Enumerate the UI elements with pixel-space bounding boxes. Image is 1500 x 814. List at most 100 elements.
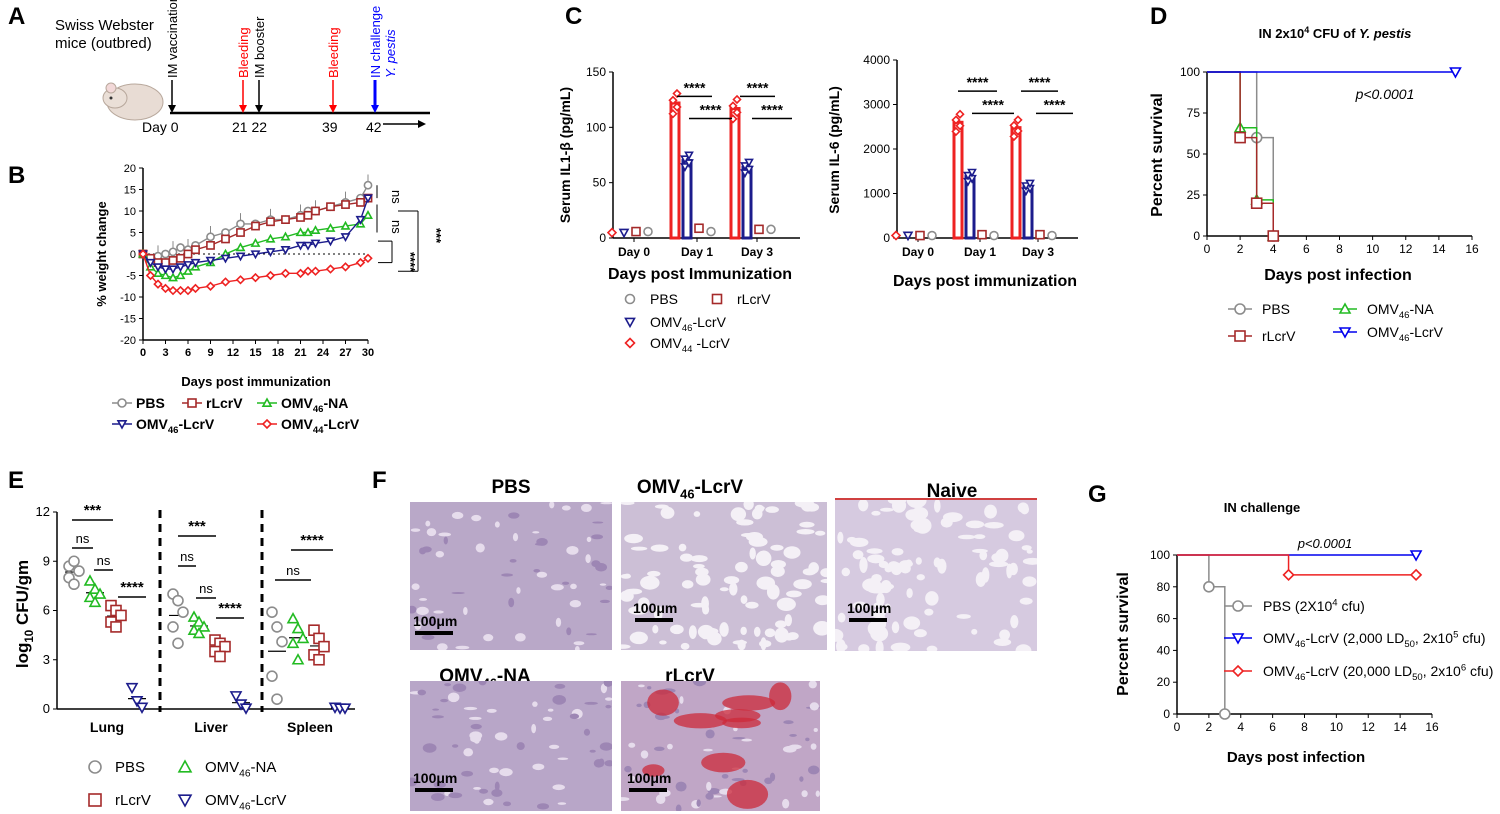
data-point: [951, 115, 961, 125]
legend-swatch-marker: [1338, 327, 1352, 339]
significance-label: ns: [389, 190, 404, 204]
tissue-cell: [494, 521, 500, 528]
data-point: [168, 256, 178, 265]
data-point: [153, 279, 163, 289]
data-point: [73, 565, 85, 577]
tissue-cell: [835, 628, 844, 642]
tissue-cell: [411, 583, 420, 591]
y-tick-label: 3000: [863, 98, 890, 112]
tissue-cell: [561, 505, 571, 511]
data-point: [325, 264, 336, 274]
data-point: [1282, 568, 1295, 582]
tissue-cell: [592, 521, 604, 524]
tissue-cell: [789, 733, 797, 737]
tissue-cell: [924, 608, 934, 616]
tissue-cell: [813, 728, 818, 732]
data-point: [643, 226, 653, 237]
tissue-cell: [605, 585, 612, 591]
tissue-cell: [417, 689, 427, 696]
data-point: [363, 253, 373, 264]
x-tick-label: Day 3: [741, 245, 773, 259]
legend-swatch-marker: [88, 793, 102, 807]
tissue-cell: [547, 708, 554, 712]
tissue-cell: [910, 519, 930, 532]
tissue-cell: [680, 642, 690, 650]
legend-swatch-marker: [177, 794, 193, 808]
data-point: [296, 631, 310, 644]
tissue-cell: [486, 708, 497, 713]
x-tick-label: 4: [1237, 720, 1244, 734]
tissue-cell: [741, 738, 753, 742]
tissue-cell: [586, 536, 592, 543]
data-point: [732, 107, 742, 118]
tissue-cell: [799, 521, 815, 528]
data-point: [766, 224, 776, 235]
x-tick-label: Day 3: [1022, 245, 1054, 259]
x-tick-label: 16: [1425, 720, 1439, 734]
tissue-cell: [621, 573, 632, 579]
tissue-cell: [740, 595, 748, 604]
panel-letter-d: D: [1150, 3, 1167, 30]
tissue-cell: [866, 548, 883, 554]
tissue-cell: [470, 735, 482, 743]
tissue-cell: [742, 768, 748, 773]
tissue-cell: [443, 536, 448, 545]
tissue-cell: [1008, 530, 1025, 542]
tissue-cell: [749, 547, 756, 560]
tissue-cell: [667, 743, 673, 750]
tissue-cell: [605, 704, 612, 709]
data-point: [206, 232, 215, 242]
tissue-cell: [410, 777, 418, 787]
tissue-cell: [516, 587, 521, 594]
data-point: [160, 270, 171, 280]
x-tick-label: Lung: [90, 719, 124, 735]
x-tick-label: 0: [1204, 242, 1211, 256]
timeline-arrowhead-icon: [371, 105, 379, 113]
legend-swatch-marker: [261, 397, 273, 408]
data-point: [235, 252, 246, 262]
data-point: [265, 248, 276, 258]
legend-label: OMV46​-LcrV (20,000 LD50​, 2x106​ cfu): [1263, 662, 1493, 683]
timeline-event-label: Y. pestis: [383, 29, 398, 78]
data-point: [130, 695, 144, 708]
legend-swatch-marker: [624, 317, 636, 329]
tissue-cell: [570, 583, 577, 590]
tissue-cell: [765, 506, 779, 513]
tissue-cell: [770, 544, 784, 551]
tissue-cell: [867, 554, 885, 564]
tissue-cell: [555, 617, 562, 627]
panel-b-chart: -20 -15 -10 -5 0 5 10 15 20 0 3 6 9 12 15 18 21 24 27 30 % w…: [94, 163, 444, 436]
tissue-cell: [573, 641, 585, 646]
survival-line: [1177, 554, 1226, 714]
tissue-cell: [471, 514, 482, 522]
data-point: [318, 640, 330, 653]
bar: [681, 159, 693, 240]
data-point: [286, 612, 300, 624]
timeline-day-label: 39: [322, 119, 338, 135]
y-tick-label: -10: [120, 292, 136, 304]
tissue-cell: [940, 517, 953, 528]
x-tick-label: 6: [1269, 720, 1276, 734]
hemorrhage-region: [769, 682, 792, 711]
tissue-cell: [908, 621, 919, 630]
tissue-cell: [751, 508, 763, 520]
data-point: [190, 283, 201, 294]
tissue-cell: [993, 638, 1012, 646]
legend-swatch-marker: [261, 418, 273, 430]
y-tick-label: 100: [1150, 548, 1170, 562]
tissue-cell: [858, 644, 870, 651]
tissue-cell: [732, 737, 746, 740]
legend-label: rLcrV: [737, 291, 771, 307]
tissue-cell: [1022, 576, 1037, 587]
data-point: [220, 277, 231, 287]
y-axis-label: Percent survival: [1115, 572, 1132, 696]
tissue-cell: [554, 683, 566, 689]
tissue-cell: [574, 645, 580, 650]
data-point: [271, 693, 283, 705]
tissue-cell: [681, 580, 694, 589]
significance-label: ns: [180, 549, 194, 564]
data-point: [356, 198, 365, 207]
y-tick-label: -20: [120, 335, 136, 347]
legend-swatch-marker: [1234, 330, 1246, 342]
tissue-cell: [858, 500, 869, 512]
